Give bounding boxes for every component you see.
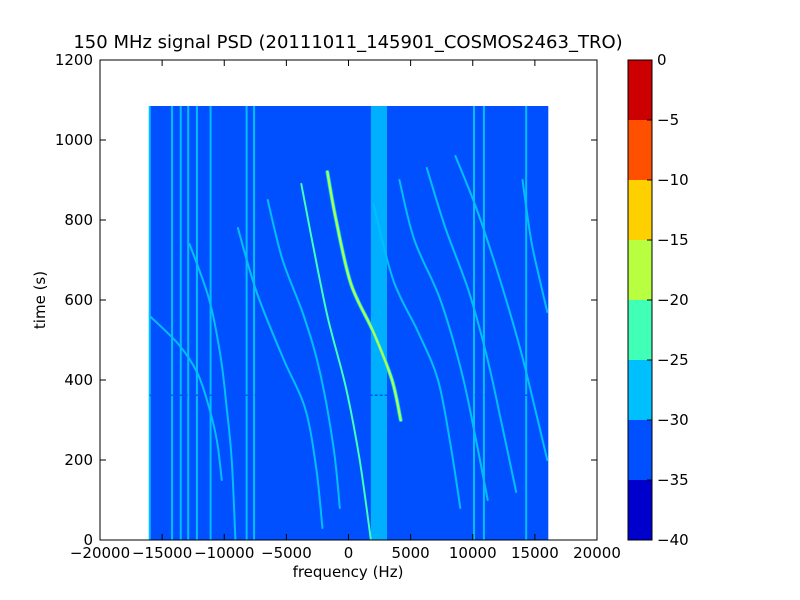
doppler-track-2 — [266, 199, 341, 509]
colorbar-segment-1 — [628, 420, 652, 480]
doppler-track-3 — [236, 227, 324, 529]
colorbar-tick-label: −30 — [657, 411, 689, 429]
band-0 — [370, 106, 388, 540]
y-axis: 0 200 400 600 800 1000 1200 — [55, 51, 597, 549]
colorbar-segment-5 — [628, 180, 652, 240]
x-tick-label: 0 — [344, 544, 354, 562]
y-tick-label: 600 — [64, 291, 93, 309]
doppler-track-10 — [521, 179, 549, 313]
colorbar-tick-label: −10 — [657, 171, 689, 189]
doppler-track-5 — [148, 315, 223, 481]
doppler-track-4 — [188, 243, 237, 540]
colorbar-segment-7 — [628, 60, 652, 120]
doppler-track-9 — [454, 155, 549, 461]
spectrogram-image — [148, 106, 549, 540]
y-tick-label: 400 — [64, 371, 93, 389]
doppler-track-8 — [425, 167, 518, 493]
colorbar-tick-label: −20 — [657, 291, 689, 309]
y-axis-label: time (s) — [31, 271, 49, 329]
x-axis: −20000 −15000 −10000 −5000 0 5000 10000 15000 20… — [70, 60, 621, 562]
plot-area — [99, 59, 598, 541]
colorbar: 0 −5 −10 −15 −20 −25 −30 −35 −40 — [627, 51, 689, 549]
colorbar-tick-label: −35 — [657, 471, 689, 489]
x-tick-label: −15000 — [132, 544, 192, 562]
colorbar-tick-label: −25 — [657, 351, 689, 369]
colorbar-segment-3 — [628, 300, 652, 360]
y-tick-label: 1200 — [55, 51, 93, 69]
x-tick-label: −10000 — [194, 544, 254, 562]
y-tick-label: 800 — [64, 211, 93, 229]
colorbar-segment-4 — [628, 240, 652, 300]
doppler-track-1 — [300, 183, 372, 540]
spectrogram-background — [149, 106, 548, 540]
x-tick-label: 5000 — [392, 544, 430, 562]
x-tick-label: −5000 — [261, 544, 312, 562]
x-tick-label: −20000 — [70, 544, 130, 562]
y-tick-label: 200 — [64, 451, 93, 469]
colorbar-segment-6 — [628, 120, 652, 180]
colorbar-segment-2 — [628, 360, 652, 420]
colorbar-segment-0 — [628, 480, 652, 540]
y-tick-label: 0 — [83, 531, 93, 549]
x-axis-label: frequency (Hz) — [293, 563, 404, 581]
doppler-track-6 — [372, 203, 462, 509]
colorbar-tick-label: −40 — [657, 531, 689, 549]
chart-title: 150 MHz signal PSD (20111011_145901_COSM… — [73, 32, 622, 53]
colorbar-tick-label: 0 — [657, 51, 667, 69]
colorbar-tick-label: −5 — [657, 111, 679, 129]
doppler-track-7 — [398, 179, 489, 501]
x-tick-label: 10000 — [449, 544, 497, 562]
x-tick-label: 15000 — [511, 544, 559, 562]
x-tick-label: 20000 — [573, 544, 621, 562]
y-tick-label: 1000 — [55, 131, 93, 149]
colorbar-tick-label: −15 — [657, 231, 689, 249]
doppler-track-0 — [326, 171, 402, 421]
